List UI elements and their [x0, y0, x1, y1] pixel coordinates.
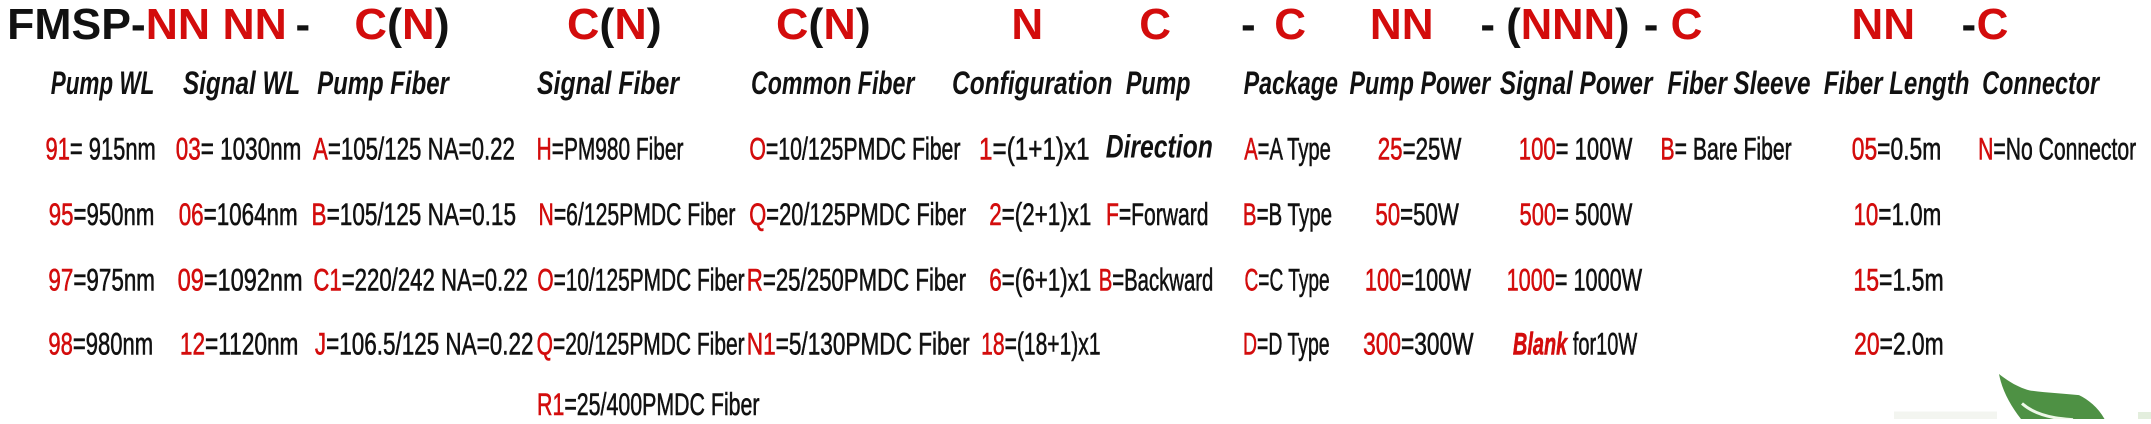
svg-text:C=C Type: C=C Type: [1244, 262, 1329, 298]
svg-text:Q=20/125PMDC Fiber: Q=20/125PMDC Fiber: [749, 197, 966, 232]
svg-text:Signal Fiber: Signal Fiber: [537, 66, 681, 102]
svg-text:Connector: Connector: [1982, 65, 2101, 100]
svg-text:Signal WL: Signal WL: [183, 66, 300, 102]
svg-text:R1=25/400PMDC Fiber: R1=25/400PMDC Fiber: [537, 387, 760, 419]
svg-text:N=6/125PMDC Fiber: N=6/125PMDC Fiber: [539, 197, 736, 232]
svg-text:18=(18+1)x1: 18=(18+1)x1: [981, 326, 1100, 361]
svg-text:Package: Package: [1244, 65, 1338, 101]
svg-text:95=950nm: 95=950nm: [49, 196, 155, 232]
svg-text:C(N): C(N): [354, 1, 449, 49]
svg-text:300=300W: 300=300W: [1363, 326, 1473, 362]
svg-text:15=1.5m: 15=1.5m: [1853, 262, 1943, 297]
svg-text:FMSP-NN NN: FMSP-NN NN: [7, 0, 287, 49]
svg-text:Configuration: Configuration: [952, 66, 1112, 102]
svg-text:C: C: [1139, 0, 1171, 49]
svg-text:100= 100W: 100= 100W: [1519, 131, 1633, 167]
svg-text:Signal Power: Signal Power: [1500, 66, 1654, 102]
svg-text:J=106.5/125 NA=0.22: J=106.5/125 NA=0.22: [315, 326, 534, 362]
svg-text:C: C: [1671, 0, 1703, 49]
svg-text:Fiber Length: Fiber Length: [1824, 66, 1970, 102]
svg-text:05=0.5m: 05=0.5m: [1852, 131, 1941, 166]
svg-text:6=(6+1)x1: 6=(6+1)x1: [989, 262, 1091, 298]
svg-text:B=105/125 NA=0.15: B=105/125 NA=0.15: [312, 196, 516, 232]
svg-text:F=Forward: F=Forward: [1106, 197, 1209, 232]
svg-text:D=D Type: D=D Type: [1243, 326, 1330, 362]
svg-text:25=25W: 25=25W: [1378, 131, 1462, 167]
svg-text:R=25/250PMDC Fiber: R=25/250PMDC Fiber: [747, 262, 966, 298]
svg-text:A=A Type: A=A Type: [1244, 131, 1331, 167]
svg-text:03= 1030nm: 03= 1030nm: [176, 131, 302, 167]
svg-text:98=980nm: 98=980nm: [48, 326, 153, 362]
svg-text:91= 915nm: 91= 915nm: [46, 131, 156, 167]
svg-text:-: -: [296, 0, 311, 49]
svg-text:B= Bare Fiber: B= Bare Fiber: [1661, 131, 1792, 166]
svg-text:100=100W: 100=100W: [1365, 263, 1471, 298]
svg-text:B=B Type: B=B Type: [1243, 197, 1332, 233]
svg-text:Direction: Direction: [1106, 129, 1213, 165]
svg-text:500= 500W: 500= 500W: [1520, 196, 1633, 232]
svg-text:N1=5/130PMDC Fiber: N1=5/130PMDC Fiber: [747, 326, 970, 362]
svg-text:C(N): C(N): [776, 1, 871, 50]
svg-text:C: C: [1977, 0, 2009, 49]
svg-text:Pump Fiber: Pump Fiber: [317, 65, 450, 101]
svg-text:Fiber Sleeve: Fiber Sleeve: [1667, 66, 1810, 102]
svg-text:Q=20/125PMDC Fiber: Q=20/125PMDC Fiber: [537, 326, 745, 361]
svg-text:(NNN): (NNN): [1506, 0, 1629, 49]
svg-text:1000= 1000W: 1000= 1000W: [1507, 263, 1643, 298]
svg-text:1=(1+1)x1: 1=(1+1)x1: [979, 132, 1090, 167]
svg-text:09=1092nm: 09=1092nm: [178, 262, 303, 297]
svg-text:97=975nm: 97=975nm: [48, 262, 155, 298]
svg-text:Common Fiber: Common Fiber: [751, 65, 916, 101]
svg-text:06=1064nm: 06=1064nm: [179, 196, 298, 232]
svg-text:NN: NN: [1851, 0, 1915, 49]
svg-text:Blank for10W: Blank for10W: [1513, 326, 1637, 362]
svg-text:N: N: [1011, 0, 1043, 49]
svg-text:O=10/125PMDC Fiber: O=10/125PMDC Fiber: [749, 131, 960, 166]
svg-text:NN: NN: [1370, 0, 1434, 49]
svg-text:-: -: [1480, 0, 1495, 49]
svg-text:12=1120nm: 12=1120nm: [180, 326, 299, 362]
svg-text:10=1.0m: 10=1.0m: [1853, 196, 1941, 232]
svg-text:N=No Connector: N=No Connector: [1978, 131, 2136, 166]
svg-text:A=105/125 NA=0.22: A=105/125 NA=0.22: [313, 131, 515, 167]
svg-text:2=(2+1)x1: 2=(2+1)x1: [989, 196, 1091, 232]
svg-text:50=50W: 50=50W: [1375, 196, 1459, 232]
svg-text:-: -: [1962, 0, 1977, 49]
svg-text:C: C: [1274, 0, 1306, 49]
svg-text:Pump: Pump: [1126, 65, 1191, 100]
svg-text:20=2.0m: 20=2.0m: [1854, 326, 1943, 361]
svg-text:Pump Power: Pump Power: [1350, 65, 1492, 101]
svg-text:-: -: [1241, 0, 1256, 49]
svg-text:C1=220/242 NA=0.22: C1=220/242 NA=0.22: [313, 262, 527, 298]
svg-text:B=Backward: B=Backward: [1099, 262, 1214, 298]
svg-text:O=10/125PMDC Fiber: O=10/125PMDC Fiber: [537, 262, 744, 297]
svg-text:H=PM980 Fiber: H=PM980 Fiber: [537, 131, 684, 166]
svg-text:C(N): C(N): [567, 1, 662, 50]
svg-text:-: -: [1644, 0, 1659, 49]
svg-text:Pump WL: Pump WL: [51, 65, 155, 101]
